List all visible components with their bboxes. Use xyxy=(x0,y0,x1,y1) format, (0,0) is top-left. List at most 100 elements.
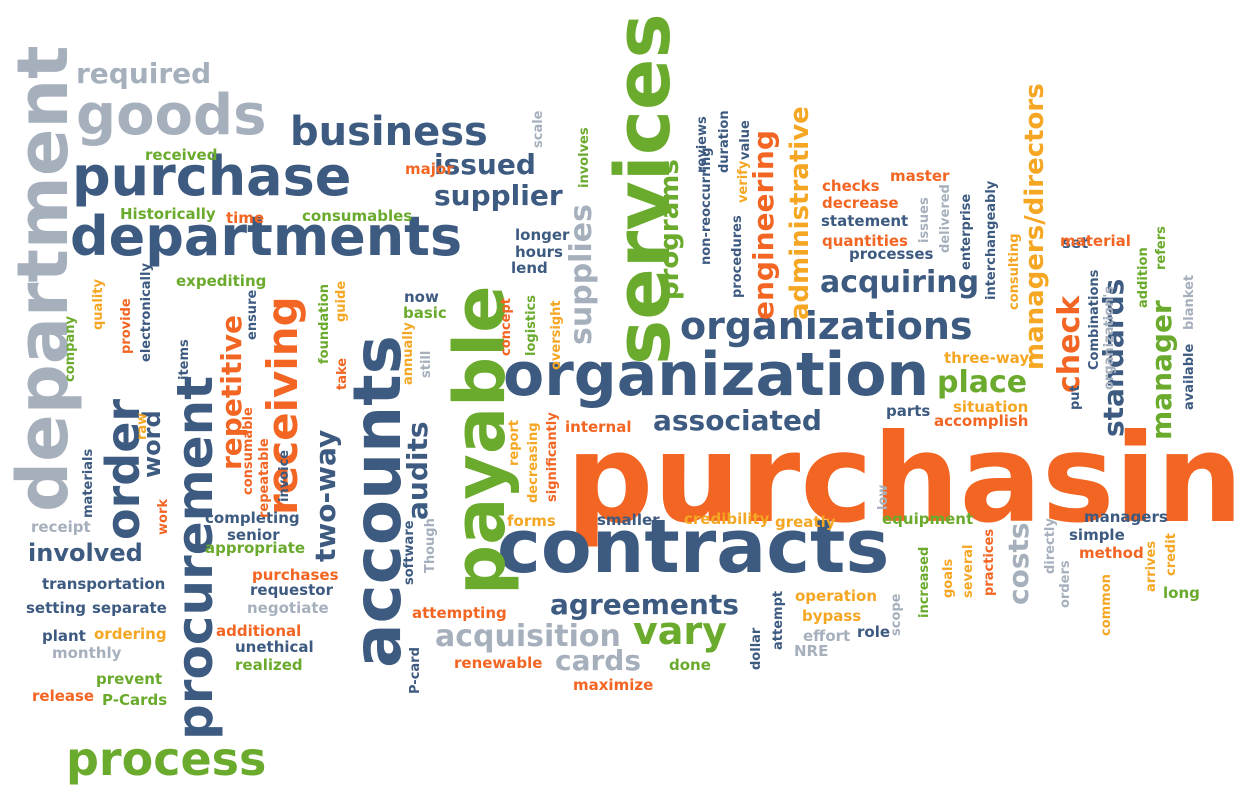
word-organization: organization xyxy=(503,340,930,410)
word-materials: materials xyxy=(81,448,96,518)
word-agreements: agreements xyxy=(550,588,739,621)
word-completing: completing xyxy=(205,509,300,527)
word-receipt: receipt xyxy=(31,518,91,536)
word-contracts: contracts xyxy=(497,504,890,590)
word-major: major xyxy=(405,160,454,178)
word-software: software xyxy=(402,520,417,585)
word-raw: raw xyxy=(135,412,150,440)
word-delivered: delivered xyxy=(938,184,953,253)
word-business: business xyxy=(290,109,488,155)
word-organization-s: organization's xyxy=(1102,285,1117,390)
word-attempt: attempt xyxy=(771,590,786,650)
word-senior: senior xyxy=(227,526,280,544)
word-annually: annually xyxy=(401,322,416,385)
word-dollar: dollar xyxy=(749,627,764,670)
word-historically: Historically xyxy=(120,205,216,223)
word-department: department xyxy=(2,45,84,512)
word-provide: provide xyxy=(119,298,134,354)
word-smaller: smaller xyxy=(597,511,660,529)
word-effort: effort xyxy=(803,627,851,645)
word-setting: setting xyxy=(26,599,86,617)
word-common: common xyxy=(1099,574,1114,636)
word-associated: associated xyxy=(653,404,822,437)
word-quantities: quantities xyxy=(822,232,908,250)
word-addition: addition xyxy=(1136,247,1151,308)
word-simple: simple xyxy=(1069,526,1125,544)
word-bypass: bypass xyxy=(802,607,862,625)
word-administrative: administrative xyxy=(785,106,815,320)
word-set: set xyxy=(1062,234,1089,252)
word-longer: longer xyxy=(515,226,570,244)
word-acquisition: acquisition xyxy=(435,619,621,654)
word-managers: managers xyxy=(1084,508,1168,526)
word-departments: departments xyxy=(70,205,463,268)
word-consumable: consumable xyxy=(241,407,256,495)
word-available: available xyxy=(1182,343,1197,410)
word-repeatable: repeatable xyxy=(257,438,272,518)
word-statement: statement xyxy=(821,212,909,230)
word-ensure: ensure xyxy=(245,289,260,340)
word-credibility: credibility xyxy=(684,510,770,528)
word-take: take xyxy=(335,357,350,390)
word-consulting: consulting xyxy=(1007,233,1022,310)
word-directly: directly xyxy=(1043,518,1058,574)
word-checks: checks xyxy=(822,177,880,195)
word-invoice: invoice xyxy=(277,449,292,502)
word-goods: goods xyxy=(76,83,267,148)
word-goals: goals xyxy=(941,558,956,598)
word-expediting: expediting xyxy=(176,272,267,290)
word-accomplish: accomplish xyxy=(934,412,1029,430)
word-interchangeably: interchangeably xyxy=(984,180,999,300)
word-received: received xyxy=(145,146,218,164)
word-arrives: arrives xyxy=(1144,540,1159,592)
word-report: report xyxy=(507,419,522,466)
word-transportation: transportation xyxy=(42,575,166,593)
word-managers-directors: managers/directors xyxy=(1020,83,1050,370)
word-process: process xyxy=(66,732,267,786)
word-concept: concept xyxy=(499,298,514,356)
word-supplier: supplier xyxy=(434,179,563,212)
word-long: long xyxy=(1163,584,1200,602)
word-negotiate: negotiate xyxy=(247,599,329,617)
word-internal: internal xyxy=(565,418,632,436)
word-vary: vary xyxy=(633,609,727,653)
word-additional: additional xyxy=(216,622,302,640)
word-items: items xyxy=(177,339,192,380)
word-supplies: supplies xyxy=(564,204,599,345)
word-duration: duration xyxy=(717,110,732,173)
word-still: still xyxy=(419,350,434,378)
word-procurement: procurement xyxy=(166,375,224,740)
word-realized: realized xyxy=(235,656,303,674)
word-prevent: prevent xyxy=(96,670,163,688)
word-refers: refers xyxy=(1154,226,1169,270)
word-practices: practices xyxy=(982,528,997,596)
word-attempting: attempting xyxy=(412,604,507,622)
word-guide: guide xyxy=(334,280,349,322)
word-decreasing: decreasing xyxy=(526,422,541,503)
word-put: put xyxy=(1068,385,1083,410)
word-renewable: renewable xyxy=(454,654,543,672)
word-two-way: two-way xyxy=(309,429,342,562)
word-several: several xyxy=(961,544,976,599)
word-reviews: reviews xyxy=(695,116,710,173)
word-low: low xyxy=(876,484,891,510)
word-time: time xyxy=(226,209,265,227)
word-p-card: P-card xyxy=(408,647,423,694)
word-purchase: purchase xyxy=(72,145,352,208)
word-lend: lend xyxy=(511,259,548,277)
word-nre: NRE xyxy=(794,642,829,660)
word-purchasing: purchasing xyxy=(566,408,1240,550)
word-operation: operation xyxy=(795,587,878,605)
word-check: check xyxy=(1052,295,1087,393)
word-parts: parts xyxy=(886,402,931,420)
word-purchases: purchases xyxy=(252,566,339,584)
word-requestor: requestor xyxy=(250,581,333,599)
word-engineering: engineering xyxy=(747,130,780,320)
word-p-cards: P-Cards xyxy=(102,691,168,709)
word-work: work xyxy=(156,499,171,535)
word-issued: issued xyxy=(434,148,536,181)
word-greatly: greatly xyxy=(775,513,836,531)
word-maximize: maximize xyxy=(573,676,654,694)
word-verify: verify xyxy=(736,160,751,203)
